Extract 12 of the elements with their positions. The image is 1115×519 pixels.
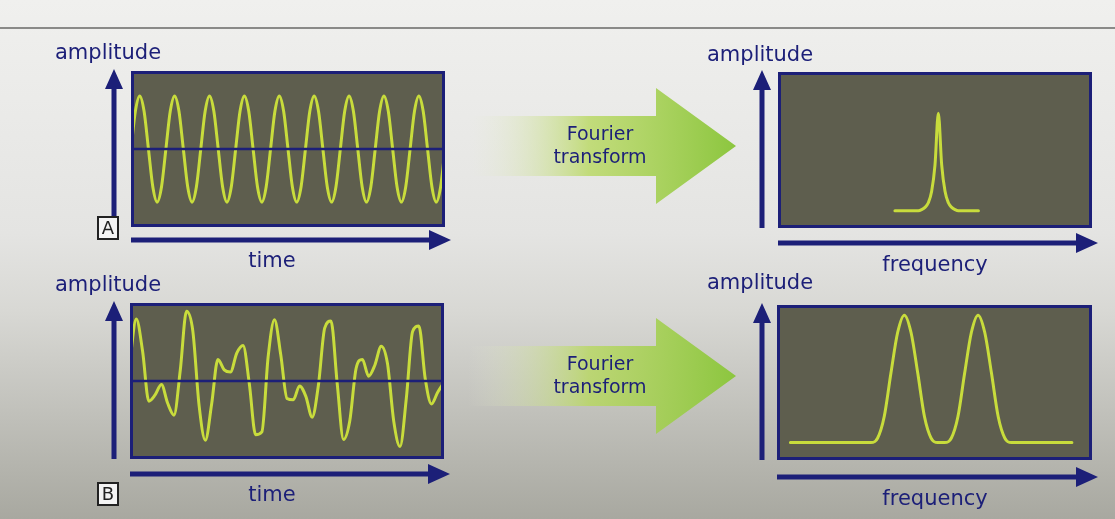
y-axis-title: amplitude (707, 42, 814, 66)
x-axis-title: time (248, 482, 296, 506)
text: Fourier transform (552, 122, 648, 168)
x-axis-title: time (248, 248, 296, 272)
y-axis-title: amplitude (707, 270, 814, 294)
x-axis-title: frequency (882, 486, 988, 510)
y-axis-title: amplitude (55, 272, 162, 296)
x-axis-title: frequency (882, 252, 988, 276)
text: A (97, 216, 119, 240)
text: B (97, 482, 119, 506)
text: Fourier transform (552, 352, 648, 398)
y-axis-title: amplitude (55, 40, 162, 64)
